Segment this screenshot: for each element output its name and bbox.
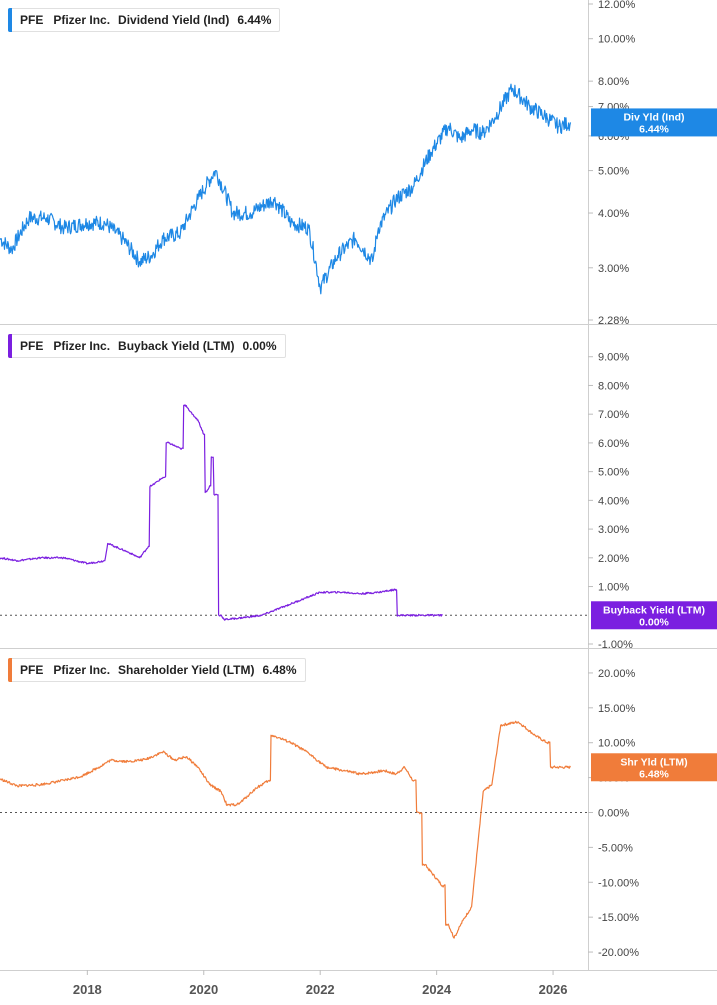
panel-2-badge-label: Buyback Yield (LTM) xyxy=(603,604,705,616)
panel-2-metric: Buyback Yield (LTM) xyxy=(118,339,235,353)
panel-2-company: Pfizer Inc. xyxy=(53,339,111,353)
panel-2-badge-value: 0.00% xyxy=(639,616,669,628)
panel-1-color-swatch xyxy=(8,8,12,32)
panel-1-company: Pfizer Inc. xyxy=(53,13,111,27)
x-tick-label: 2024 xyxy=(422,982,452,997)
panel-2-plot: 9.00% 8.00% 7.00% 6.00% 5.00% 4.00% 3.00% 2.00%… xyxy=(0,352,717,651)
y-tick-label: 10.00% xyxy=(598,34,636,46)
y-tick-label: -1.00% xyxy=(598,639,633,651)
panel-2-value: 0.00% xyxy=(242,339,277,353)
y-tick-label: 4.00% xyxy=(598,208,629,220)
panel-1-series-line xyxy=(0,83,572,295)
panel-3-company: Pfizer Inc. xyxy=(53,663,111,677)
y-tick-label: 5.00% xyxy=(598,467,629,479)
y-tick-label: 5.00% xyxy=(598,166,629,178)
x-tick-label: 2026 xyxy=(539,982,568,997)
panel-2-value-badge xyxy=(591,601,717,630)
panel-1-badge-value: 6.44% xyxy=(639,123,669,135)
panel-1-plot: 12.00%10.00%8.00%7.00%6.00%5.00%4.00%3.0… xyxy=(0,0,717,327)
y-tick-label: -10.00% xyxy=(598,877,639,889)
y-tick-label: -5.00% xyxy=(598,842,633,854)
y-tick-label: 8.00% xyxy=(598,76,629,88)
panel-3-symbol: PFE xyxy=(20,663,44,677)
panel-2-series-line xyxy=(0,404,443,621)
panel-2-color-swatch xyxy=(8,334,12,358)
y-tick-label: 7.00% xyxy=(598,409,629,421)
y-tick-label: -15.00% xyxy=(598,912,639,924)
y-tick-label: 9.00% xyxy=(598,352,629,364)
panel-2-legend: PFE Pfizer Inc. Buyback Yield (LTM) 0.00… xyxy=(8,334,286,358)
y-tick-label: 12.00% xyxy=(598,0,636,11)
panel-3-value: 6.48% xyxy=(262,663,297,677)
panel-1-legend: PFE Pfizer Inc. Dividend Yield (Ind) 6.4… xyxy=(8,8,281,32)
y-tick-label: 1.00% xyxy=(598,582,629,594)
panel-2-symbol: PFE xyxy=(20,339,44,353)
y-tick-label: 6.00% xyxy=(598,438,629,450)
y-tick-label: 3.00% xyxy=(598,263,629,275)
x-tick-label: 2020 xyxy=(189,982,218,997)
panel-3-badge-label: Shr Yld (LTM) xyxy=(620,756,687,768)
panel-1-badge-label: Div Yld (Ind) xyxy=(623,111,684,123)
y-tick-label: 20.00% xyxy=(598,668,636,680)
y-tick-label: 0.00% xyxy=(598,807,629,819)
x-tick-label: 2018 xyxy=(73,982,102,997)
panel-3-metric: Shareholder Yield (LTM) xyxy=(118,663,255,677)
panel-3-legend: PFE Pfizer Inc. Shareholder Yield (LTM) … xyxy=(8,658,306,682)
panel-3-badge-value: 6.48% xyxy=(639,768,669,780)
panel-3-color-swatch xyxy=(8,658,12,682)
panel-1-value: 6.44% xyxy=(237,13,272,27)
panel-3-series-line xyxy=(0,720,572,939)
panel-3-plot: 20.00%15.00%10.00%5.00%0.00%-5.00%-10.00… xyxy=(0,668,717,959)
y-tick-label: 2.28% xyxy=(598,315,629,327)
panel-1-metric: Dividend Yield (Ind) xyxy=(118,13,230,27)
y-tick-label: -20.00% xyxy=(598,947,639,959)
panel-1-symbol: PFE xyxy=(20,13,44,27)
panel-3-value-badge xyxy=(591,753,717,782)
y-tick-label: 2.00% xyxy=(598,553,629,565)
x-tick-label: 2022 xyxy=(306,982,335,997)
y-tick-label: 15.00% xyxy=(598,703,636,715)
panel-1-value-badge xyxy=(591,108,717,137)
y-tick-label: 3.00% xyxy=(598,524,629,536)
y-tick-label: 10.00% xyxy=(598,738,636,750)
y-tick-label: 4.00% xyxy=(598,495,629,507)
y-tick-label: 8.00% xyxy=(598,380,629,392)
